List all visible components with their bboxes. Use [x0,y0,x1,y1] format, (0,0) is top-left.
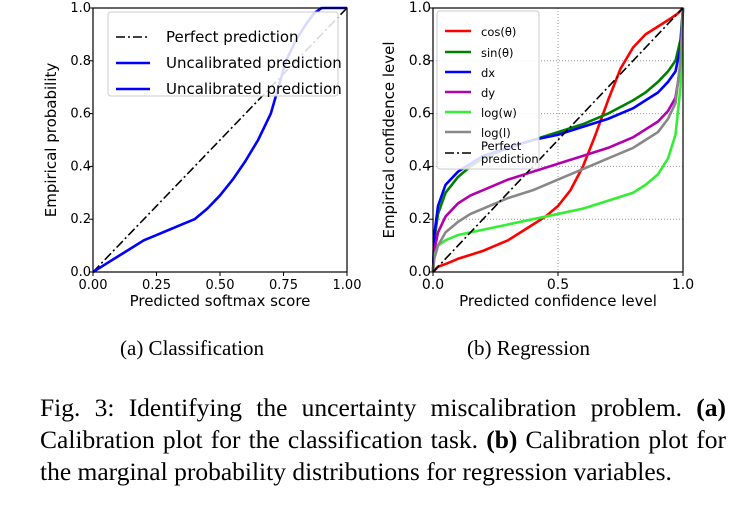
regression-ytick-label: 1.0 [409,0,431,16]
regression-legend-label: Perfect prediction [481,139,539,166]
classification-series-0 [92,7,348,273]
regression-series-4 [431,7,685,273]
regression-ytick-label: 0.0 [409,264,431,280]
regression-series-6 [432,7,684,273]
regression-legend-box [436,10,540,170]
caption-b-tag: (b) [486,425,518,454]
regression-xtick-label: 1.0 [672,277,694,293]
regression-ytick-label: 0.4 [409,158,431,174]
subfigure-b-label: (b) Regression [467,336,591,360]
regression-ytick-label: 0.8 [409,53,431,69]
regression-legend-label: sin(θ) [481,46,513,60]
classification-xtick-label: 1.00 [333,278,362,293]
classification-ytick-label: 0.2 [70,212,91,227]
regression-ytick-label: 0.2 [409,211,431,227]
figure-caption: Fig. 3: Identifying the uncertainty misc… [40,392,726,488]
classification-legend-label: Uncalibrated prediction [166,54,342,72]
regression-ytick-label: 0.6 [409,106,431,122]
classification-xlabel: Predicted softmax score [130,292,311,310]
classification-ytick-label: 0.0 [70,265,91,280]
classification-legend-label: Perfect prediction [166,28,299,46]
regression-legend-label: log(w) [481,106,517,120]
caption-b-text: Calibration plot for the marginal probab… [40,425,726,486]
regression-ylabel: Empirical confidence level [380,41,398,238]
classification-ytick-label: 0.4 [70,159,91,174]
classification-ytick-label: 0.8 [70,54,91,69]
regression-series-1 [431,7,685,273]
classification-legend-box [107,11,339,97]
caption-prefix: Fig. 3: Identifying the uncertainty misc… [40,393,683,422]
regression-legend: cos(θ) sin(θ) dx dy log(w) log(l)Perfect predi… [436,10,540,170]
classification-legend-label: Uncalibrated prediction [166,80,342,98]
classification-xtick-label: 0.00 [79,278,108,293]
regression-legend-label: log(l) [481,126,511,140]
figure-canvas: 0.00 0.25 0.50 0.75 1.00 0.0 0.2 0.4 0.6 0.8 1.0 Pr… [42,0,694,310]
classification-legend: Perfect prediction Uncalibrated predictio… [107,11,342,98]
classification-ytick-label: 0.6 [70,107,91,122]
regression-legend-label: dy [481,86,495,100]
caption-a-tag: (a) [696,393,726,422]
classification-xtick-label: 0.25 [142,278,171,293]
classification-xtick-label: 0.75 [269,278,298,293]
regression-series-3 [431,7,685,273]
regression-series-0 [432,7,684,273]
regression-xlabel: Predicted confidence level [459,292,657,310]
classification-ytick-label: 1.0 [70,1,91,16]
classification-chart: 0.00 0.25 0.50 0.75 1.00 0.0 0.2 0.4 0.6 0.8 1.0 Pr… [42,1,361,310]
regression-chart: 0.0 0.5 1.0 0.0 0.2 0.4 0.6 0.8 1.0 Predicted con… [380,0,694,310]
regression-series-2 [431,7,685,273]
subfigure-a-label: (a) Classification [120,336,265,360]
regression-series-5 [431,7,685,273]
caption-a-text: Calibration plot for the classification … [40,425,479,454]
classification-ylabel: Empirical probability [42,63,60,218]
regression-legend-label: dx [481,66,495,80]
regression-xtick-label: 0.5 [547,277,569,293]
regression-xtick-label: 0.0 [422,277,444,293]
regression-legend-label: cos(θ) [481,25,516,39]
classification-xtick-label: 0.50 [206,278,235,293]
